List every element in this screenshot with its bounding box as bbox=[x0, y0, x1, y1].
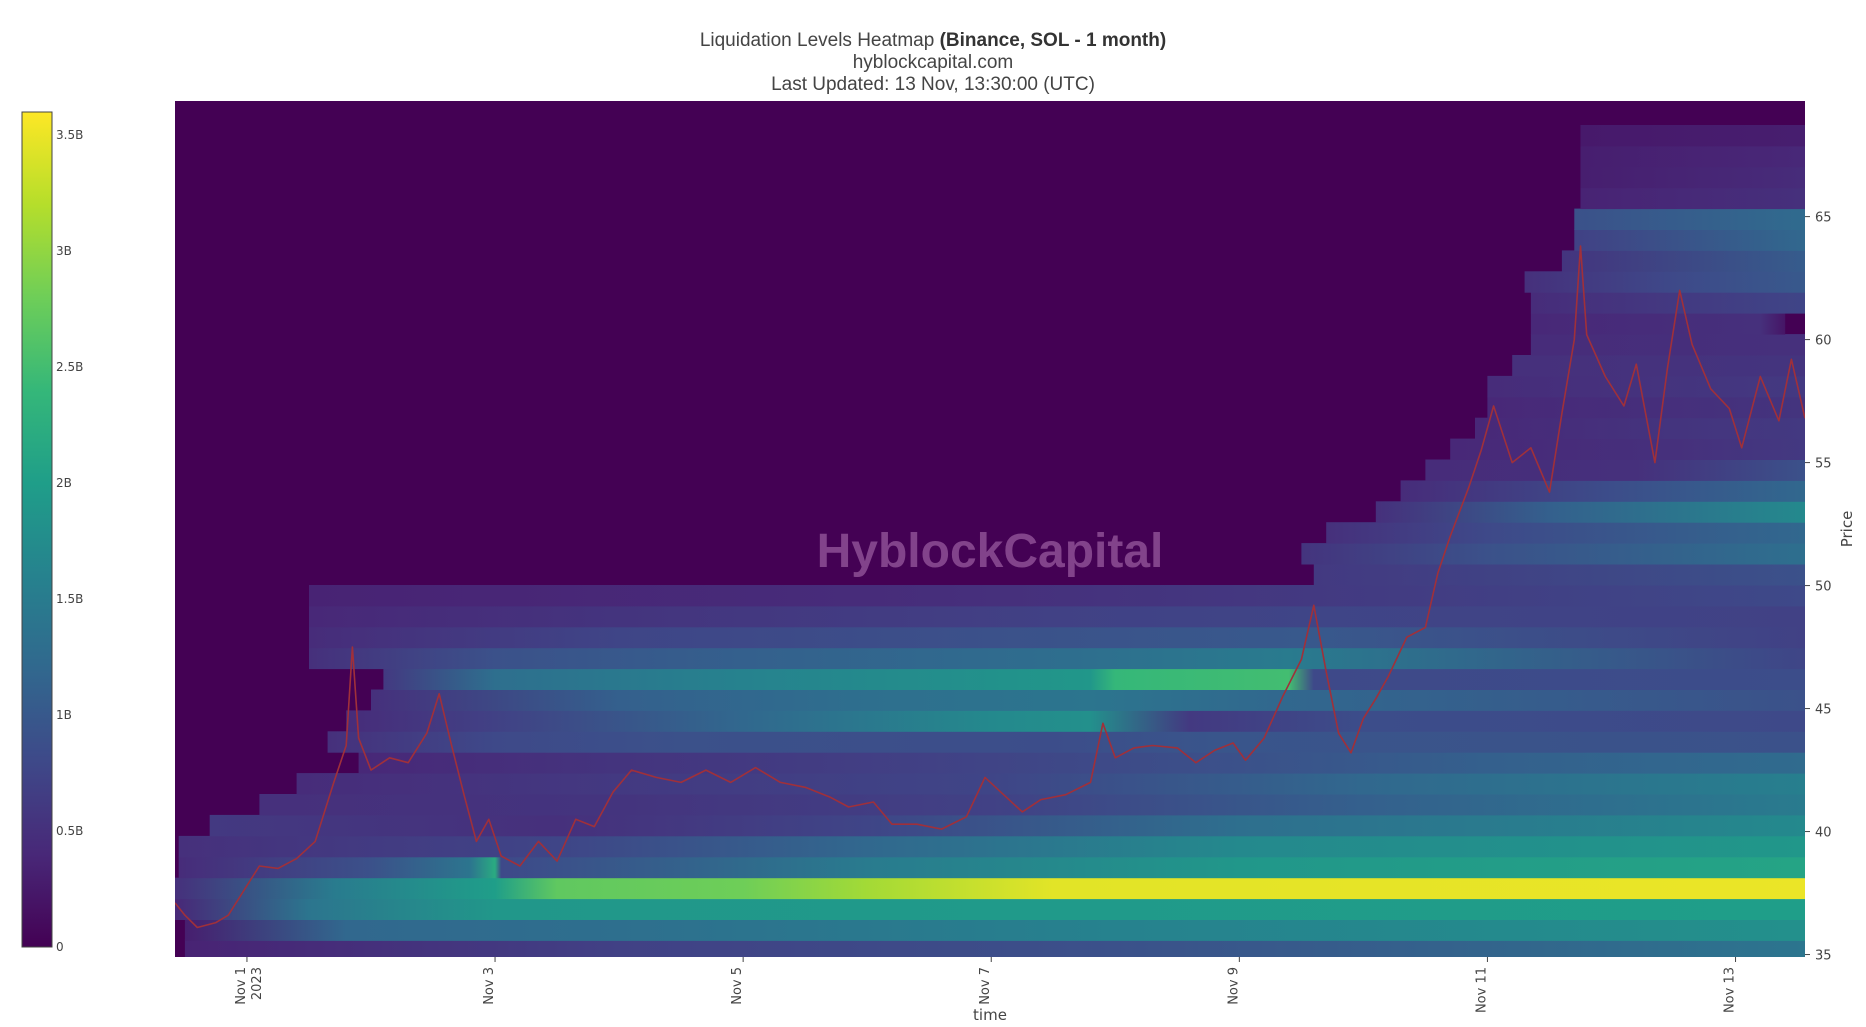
y-axis: 35 40 45 50 55 60 65 bbox=[1805, 211, 1832, 964]
heatmap-band bbox=[1326, 522, 1805, 544]
heatmap-band bbox=[309, 647, 1805, 670]
colorbar-scale bbox=[21, 111, 53, 948]
chart-site: hyblockcapital.com bbox=[852, 52, 1014, 73]
heatmap-band bbox=[1580, 145, 1805, 168]
y-tick-label: 65 bbox=[1815, 211, 1832, 226]
heatmap-band bbox=[184, 939, 1805, 957]
heatmap-band bbox=[1574, 208, 1805, 230]
heatmap-band bbox=[296, 773, 1805, 795]
heatmap-band bbox=[327, 731, 1805, 753]
y-tick-label: 50 bbox=[1815, 580, 1832, 595]
y-tick-label: 60 bbox=[1815, 334, 1832, 349]
x-tick-label: Nov 9 bbox=[1226, 967, 1241, 1005]
heatmap-band bbox=[1375, 501, 1805, 523]
y-tick-label: 45 bbox=[1815, 703, 1832, 718]
watermark-text: HyblockCapital bbox=[817, 525, 1164, 578]
heatmap-band bbox=[309, 626, 1805, 649]
heatmap-band bbox=[1580, 187, 1805, 210]
colorbar-tick-label: 0.5B bbox=[56, 824, 83, 838]
heatmap-band bbox=[1400, 480, 1805, 502]
colorbar-tick-label: 2.5B bbox=[56, 360, 83, 374]
colorbar-tick-label: 1.5B bbox=[56, 592, 83, 606]
heatmap-band bbox=[209, 814, 1805, 837]
chart-title: Liquidation Levels Heatmap (Binance, SOL… bbox=[0, 30, 1866, 52]
x-tick-label: Nov 5 bbox=[730, 967, 745, 1005]
heatmap-band bbox=[184, 919, 1805, 941]
heatmap-bands bbox=[175, 125, 1805, 957]
heatmap-band bbox=[1530, 292, 1805, 314]
heatmap-band bbox=[309, 605, 1805, 628]
colorbar-tick-label: 3.5B bbox=[56, 128, 83, 142]
heatmap-band bbox=[1580, 125, 1805, 147]
colorbar-ticks: 0 0.5B 1B 1.5B 2B 2.5B 3B 3.5B bbox=[56, 128, 83, 954]
chart-last-updated: Last Updated: 13 Nov, 13:30:00 (UTC) bbox=[771, 74, 1095, 95]
chart-title-prefix: Liquidation Levels Heatmap bbox=[699, 30, 940, 51]
heatmap-band bbox=[175, 898, 1805, 920]
y-axis-title: Price bbox=[1838, 511, 1856, 548]
heatmap-band bbox=[1301, 543, 1805, 565]
x-axis: Nov 1 2023 Nov 3 Nov 5 Nov 7 Nov 9 Nov 11 Nov 1… bbox=[234, 957, 1738, 1013]
x-axis-title: time bbox=[973, 1006, 1007, 1024]
heatmap-band bbox=[371, 689, 1805, 711]
heatmap-band bbox=[1524, 271, 1805, 293]
colorbar-tick-label: 1B bbox=[56, 708, 72, 722]
heatmap-band bbox=[1450, 438, 1805, 460]
heatmap-band bbox=[358, 752, 1805, 774]
heatmap-band bbox=[1561, 250, 1805, 272]
x-tick-label: Nov 11 bbox=[1474, 967, 1489, 1013]
heatmap-band bbox=[1574, 229, 1805, 251]
heatmap-band bbox=[309, 585, 1805, 607]
chart-title-exchange: (Binance, SOL - 1 month) bbox=[939, 30, 1167, 51]
heatmap-band bbox=[1530, 313, 1786, 335]
x-tick-label: Nov 13 bbox=[1723, 967, 1738, 1013]
heatmap-band bbox=[1487, 396, 1805, 419]
y-tick-label: 40 bbox=[1815, 826, 1832, 841]
colorbar-tick-label: 2B bbox=[56, 476, 72, 490]
price-line bbox=[175, 245, 1805, 929]
heatmap-band bbox=[1425, 459, 1805, 481]
heatmap-band bbox=[178, 856, 1805, 879]
heatmap-band bbox=[1512, 355, 1805, 377]
heatmap-band bbox=[1530, 334, 1805, 356]
x-tick-label: Nov 3 bbox=[482, 967, 497, 1005]
price-line-group bbox=[175, 245, 1805, 929]
x-tick-sublabel: 2023 bbox=[250, 967, 265, 1000]
y-tick-label: 35 bbox=[1815, 949, 1832, 964]
heatmap-band bbox=[175, 877, 1805, 900]
heatmap-band bbox=[383, 668, 1805, 690]
heatmap-band bbox=[1313, 564, 1805, 586]
colorbar-tick-label: 0 bbox=[56, 940, 64, 954]
chart-title-block: Liquidation Levels Heatmap (Binance, SOL… bbox=[0, 30, 1866, 96]
x-tick-label: Nov 1 bbox=[234, 967, 249, 1005]
heatmap-band bbox=[1475, 417, 1805, 440]
heatmap-band bbox=[178, 835, 1805, 858]
heatmap-band bbox=[346, 710, 1805, 732]
heatmap-band bbox=[1580, 166, 1805, 189]
x-tick-label: Nov 7 bbox=[978, 967, 993, 1005]
colorbar: 0 0.5B 1B 1.5B 2B 2.5B 3B 3.5B bbox=[21, 111, 83, 954]
y-tick-label: 55 bbox=[1815, 457, 1832, 472]
colorbar-tick-label: 3B bbox=[56, 244, 72, 258]
